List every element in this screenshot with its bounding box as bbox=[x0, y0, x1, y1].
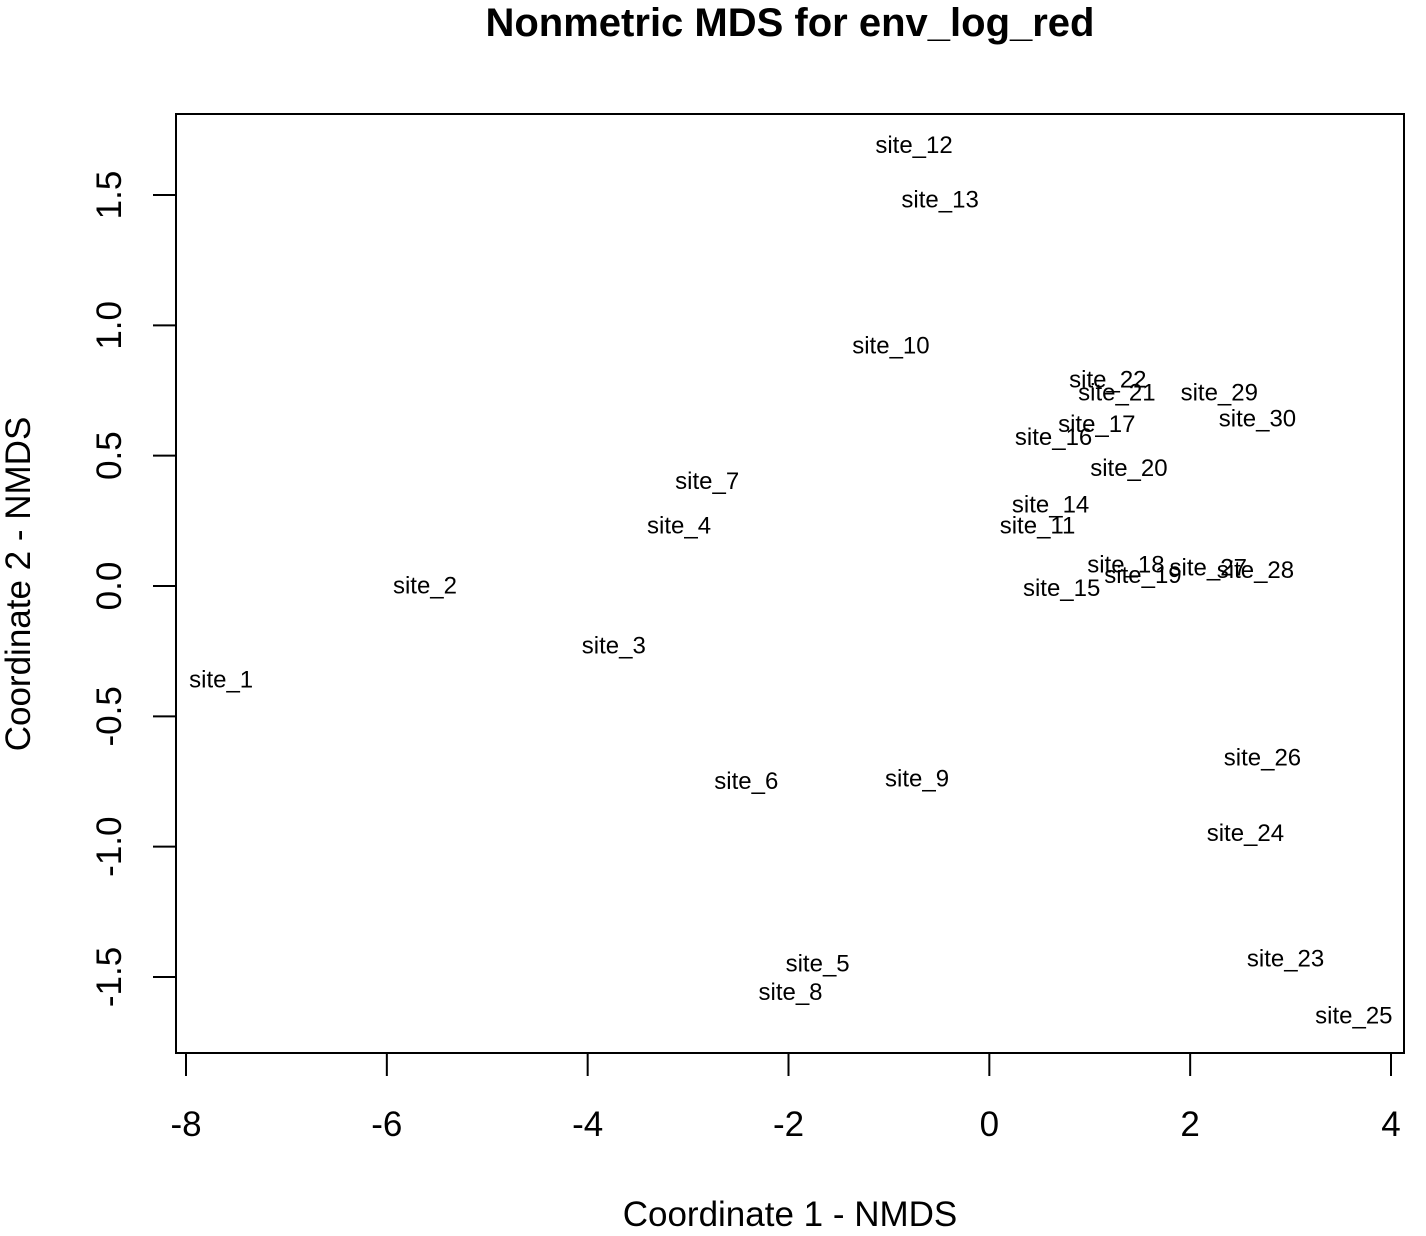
y-tick-label: 0.0 bbox=[90, 562, 129, 611]
y-axis-title: Coordinate 2 - NMDS bbox=[0, 417, 38, 752]
point-label-site_28: site_28 bbox=[1217, 557, 1294, 584]
x-axis-title: Coordinate 1 - NMDS bbox=[623, 1195, 958, 1234]
point-labels: site_1site_2site_3site_4site_5site_6site… bbox=[189, 132, 1392, 1030]
point-label-site_17: site_17 bbox=[1058, 411, 1135, 438]
y-tick-label: 1.5 bbox=[90, 171, 129, 220]
x-tick-label: -6 bbox=[371, 1105, 402, 1144]
point-label-site_10: site_10 bbox=[852, 333, 929, 360]
point-label-site_4: site_4 bbox=[647, 513, 711, 540]
point-label-site_6: site_6 bbox=[714, 768, 778, 795]
point-label-site_2: site_2 bbox=[393, 573, 457, 600]
point-label-site_26: site_26 bbox=[1224, 745, 1301, 772]
point-label-site_20: site_20 bbox=[1090, 455, 1167, 482]
y-tick-label: -1.5 bbox=[90, 947, 129, 1007]
point-label-site_8: site_8 bbox=[758, 979, 822, 1006]
y-tick-label: 0.5 bbox=[90, 431, 129, 480]
x-tick-label: -2 bbox=[773, 1105, 804, 1144]
point-label-site_21: site_21 bbox=[1078, 380, 1155, 407]
point-label-site_18: site_18 bbox=[1087, 552, 1164, 579]
y-tick-label: -0.5 bbox=[90, 686, 129, 746]
point-label-site_12: site_12 bbox=[875, 132, 952, 159]
point-label-site_24: site_24 bbox=[1207, 820, 1284, 847]
point-label-site_22: site_22 bbox=[1069, 367, 1146, 394]
x-tick-label: 4 bbox=[1381, 1105, 1400, 1144]
point-label-site_27: site_27 bbox=[1170, 554, 1247, 581]
point-label-site_29: site_29 bbox=[1181, 380, 1258, 407]
chart-title: Nonmetric MDS for env_log_red bbox=[485, 1, 1094, 45]
point-label-site_3: site_3 bbox=[582, 632, 646, 659]
point-label-site_13: site_13 bbox=[901, 187, 978, 214]
point-label-site_23: site_23 bbox=[1247, 945, 1324, 972]
y-tick-label: 1.0 bbox=[90, 301, 129, 350]
point-label-site_7: site_7 bbox=[675, 468, 739, 495]
point-label-site_11: site_11 bbox=[1000, 513, 1076, 540]
point-label-site_9: site_9 bbox=[885, 765, 949, 792]
y-tick-label: -1.0 bbox=[90, 817, 129, 877]
x-tick-label: -8 bbox=[170, 1105, 201, 1144]
point-label-site_19: site_19 bbox=[1104, 562, 1181, 589]
point-label-site_25: site_25 bbox=[1315, 1003, 1392, 1030]
y-axis: -1.5 -1.0 -0.5 0.0 0.5 1.0 1.5 bbox=[90, 171, 177, 1007]
point-label-site_5: site_5 bbox=[786, 950, 850, 977]
x-tick-label: 0 bbox=[980, 1105, 999, 1144]
point-label-site_15: site_15 bbox=[1023, 575, 1100, 602]
point-label-site_1: site_1 bbox=[189, 666, 253, 693]
point-label-site_16: site_16 bbox=[1015, 424, 1092, 451]
point-label-site_14: site_14 bbox=[1012, 492, 1089, 519]
x-axis: -8 -6 -4 -2 0 2 4 bbox=[170, 1052, 1401, 1144]
x-tick-label: -4 bbox=[572, 1105, 603, 1144]
x-tick-label: 2 bbox=[1180, 1105, 1199, 1144]
point-label-site_30: site_30 bbox=[1219, 406, 1296, 433]
